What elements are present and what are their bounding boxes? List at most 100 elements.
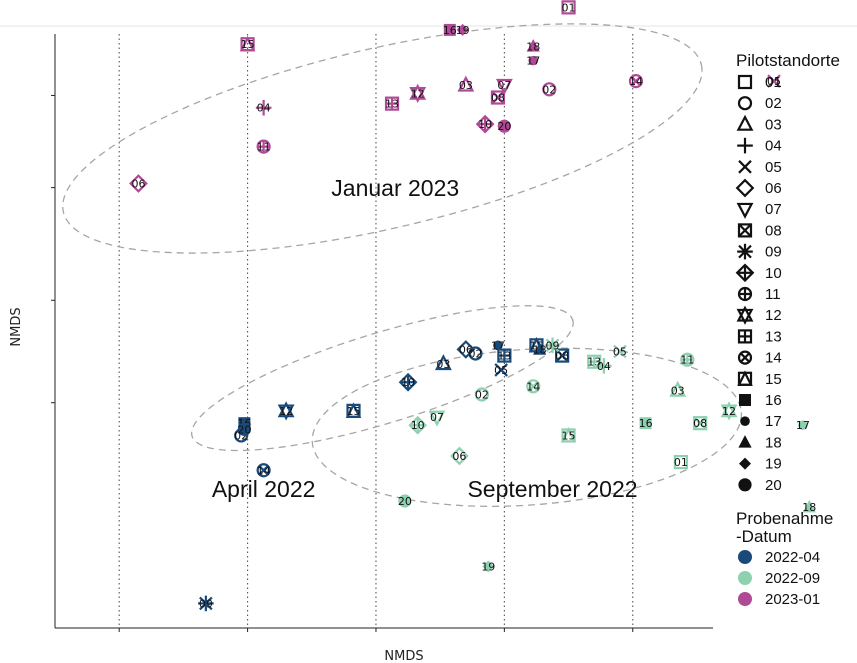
point-2022-09-site-20: 20 bbox=[398, 494, 412, 508]
point-2022-09-site-12: 12 bbox=[720, 401, 738, 421]
point-2023-01-site-02: 02 bbox=[542, 82, 557, 97]
group-label-2: September 2022 bbox=[467, 476, 637, 502]
legend: Pilotstandorte 01 02 03 04 05 06 07 08 09 10 11 12 13… bbox=[735, 51, 840, 608]
legend-date-label: 2022-04 bbox=[765, 549, 820, 566]
point-2022-09-site-14: 14 bbox=[526, 379, 541, 394]
legend-site-label: 09 bbox=[765, 244, 782, 261]
legend-site-label: 12 bbox=[765, 307, 782, 324]
legend-site-label: 10 bbox=[765, 265, 782, 282]
point-2023-01-site-14: 14 bbox=[628, 74, 644, 89]
point-2022-04-site-20: 20 bbox=[237, 422, 251, 436]
point-label: 03 bbox=[459, 79, 473, 92]
point-label: 12 bbox=[279, 405, 293, 418]
legend-site-label: 19 bbox=[765, 456, 782, 473]
legend-site-13: 13 bbox=[737, 328, 782, 345]
point-label: 18 bbox=[533, 343, 547, 356]
point-label: 04 bbox=[257, 102, 271, 115]
point-label: 05 bbox=[494, 364, 508, 377]
point-2023-01-site-19: 19 bbox=[456, 23, 470, 37]
legend-site-03: 03 bbox=[736, 114, 782, 133]
legend-site-label: 11 bbox=[765, 286, 781, 303]
legend-site-08: 08 bbox=[737, 222, 782, 239]
legend-site-label: 18 bbox=[765, 434, 782, 451]
legend-site-01: 01 bbox=[737, 74, 782, 91]
point-label: 04 bbox=[597, 360, 611, 373]
ellipse-2022-04 bbox=[190, 305, 574, 452]
point-label: 20 bbox=[237, 423, 251, 436]
data-points: 0902162014121510030602170513151808201007… bbox=[129, 0, 816, 612]
legend-site-label: 15 bbox=[765, 371, 782, 388]
legend-site-09: 09 bbox=[737, 244, 782, 261]
point-2023-01-site-04: 04 bbox=[255, 99, 272, 116]
legend-site-label: 16 bbox=[765, 392, 782, 409]
grid bbox=[0, 25, 857, 628]
legend-site-label: 03 bbox=[765, 116, 782, 133]
point-2022-09-site-17: 17 bbox=[796, 419, 810, 432]
point-2022-09-site-07: 07 bbox=[428, 410, 446, 427]
legend-site-20: 20 bbox=[738, 477, 782, 494]
legend-site-label: 08 bbox=[765, 222, 782, 239]
point-label: 02 bbox=[475, 388, 489, 401]
legend-date-2022-09: 2022-09 bbox=[738, 570, 820, 587]
point-label: 13 bbox=[385, 98, 399, 111]
point-2022-04-site-14: 14 bbox=[256, 463, 271, 478]
point-label: 12 bbox=[411, 87, 425, 100]
point-2022-04-site-13: 13 bbox=[497, 348, 512, 363]
ellipse-2023-01 bbox=[62, 23, 703, 254]
ellipse-2022-09 bbox=[311, 347, 743, 507]
legend-site-15: 15 bbox=[737, 370, 782, 388]
legend-date-label: 2023-01 bbox=[765, 591, 820, 608]
point-label: 07 bbox=[430, 411, 444, 424]
point-label: 03 bbox=[671, 384, 685, 397]
point-label: 08 bbox=[693, 417, 707, 430]
point-label: 02 bbox=[468, 348, 482, 361]
point-2022-09-site-01: 01 bbox=[673, 454, 689, 470]
point-2022-04-site-15: 15 bbox=[345, 402, 362, 418]
point-2023-01-site-16: 16 bbox=[443, 23, 457, 37]
point-label: 15 bbox=[241, 38, 255, 51]
legend-site-07: 07 bbox=[736, 201, 782, 219]
legend-site-label: 14 bbox=[765, 350, 782, 367]
legend-site-label: 05 bbox=[765, 159, 782, 176]
point-label: 16 bbox=[639, 417, 653, 430]
point-2022-09-site-15: 15 bbox=[560, 427, 577, 443]
point-2022-04-site-10: 10 bbox=[398, 372, 418, 392]
point-2023-01-site-07: 07 bbox=[495, 78, 513, 95]
point-2022-04-site-12: 12 bbox=[277, 401, 295, 421]
point-label: 16 bbox=[443, 24, 457, 37]
point-2022-04-site-18: 18 bbox=[533, 342, 547, 356]
point-label: 11 bbox=[680, 354, 694, 367]
point-label: 19 bbox=[456, 24, 470, 37]
point-2023-01-site-03: 03 bbox=[457, 75, 475, 92]
point-label: 01 bbox=[562, 1, 576, 14]
point-2022-04-site-08: 08 bbox=[555, 348, 570, 363]
point-label: 15 bbox=[562, 429, 576, 442]
point-2023-01-site-13: 13 bbox=[384, 96, 400, 111]
point-2022-09-site-10: 10 bbox=[408, 415, 428, 435]
legend-site-05: 05 bbox=[738, 159, 782, 176]
point-2022-04-site-02: 02 bbox=[468, 346, 483, 361]
point-2022-09-site-18: 18 bbox=[802, 499, 816, 514]
point-label: 14 bbox=[629, 75, 643, 88]
point-label: 08 bbox=[491, 91, 505, 104]
point-label: 05 bbox=[767, 75, 781, 88]
point-label: 11 bbox=[257, 141, 271, 154]
legend-site-label: 02 bbox=[765, 95, 782, 112]
legend-site-label: 01 bbox=[765, 74, 782, 91]
date-legend-title-line2: -Datum bbox=[736, 527, 792, 546]
axes: NMDS NMDS bbox=[9, 34, 713, 663]
point-label: 06 bbox=[452, 450, 466, 463]
point-label: 09 bbox=[546, 339, 560, 352]
point-2023-01-site-17: 17 bbox=[526, 55, 540, 68]
point-2022-09-site-11: 11 bbox=[680, 352, 695, 367]
legend-date-2023-01: 2023-01 bbox=[738, 591, 820, 608]
legend-site-label: 04 bbox=[765, 138, 782, 155]
legend-site-label: 07 bbox=[765, 201, 782, 218]
point-label: 18 bbox=[526, 40, 540, 53]
legend-site-06: 06 bbox=[735, 178, 782, 198]
point-2022-04-site-05: 05 bbox=[494, 363, 508, 377]
point-2022-09-site-02: 02 bbox=[474, 387, 489, 402]
legend-site-label: 20 bbox=[765, 477, 782, 494]
legend-site-18: 18 bbox=[738, 434, 782, 451]
legend-site-17: 17 bbox=[740, 413, 782, 430]
